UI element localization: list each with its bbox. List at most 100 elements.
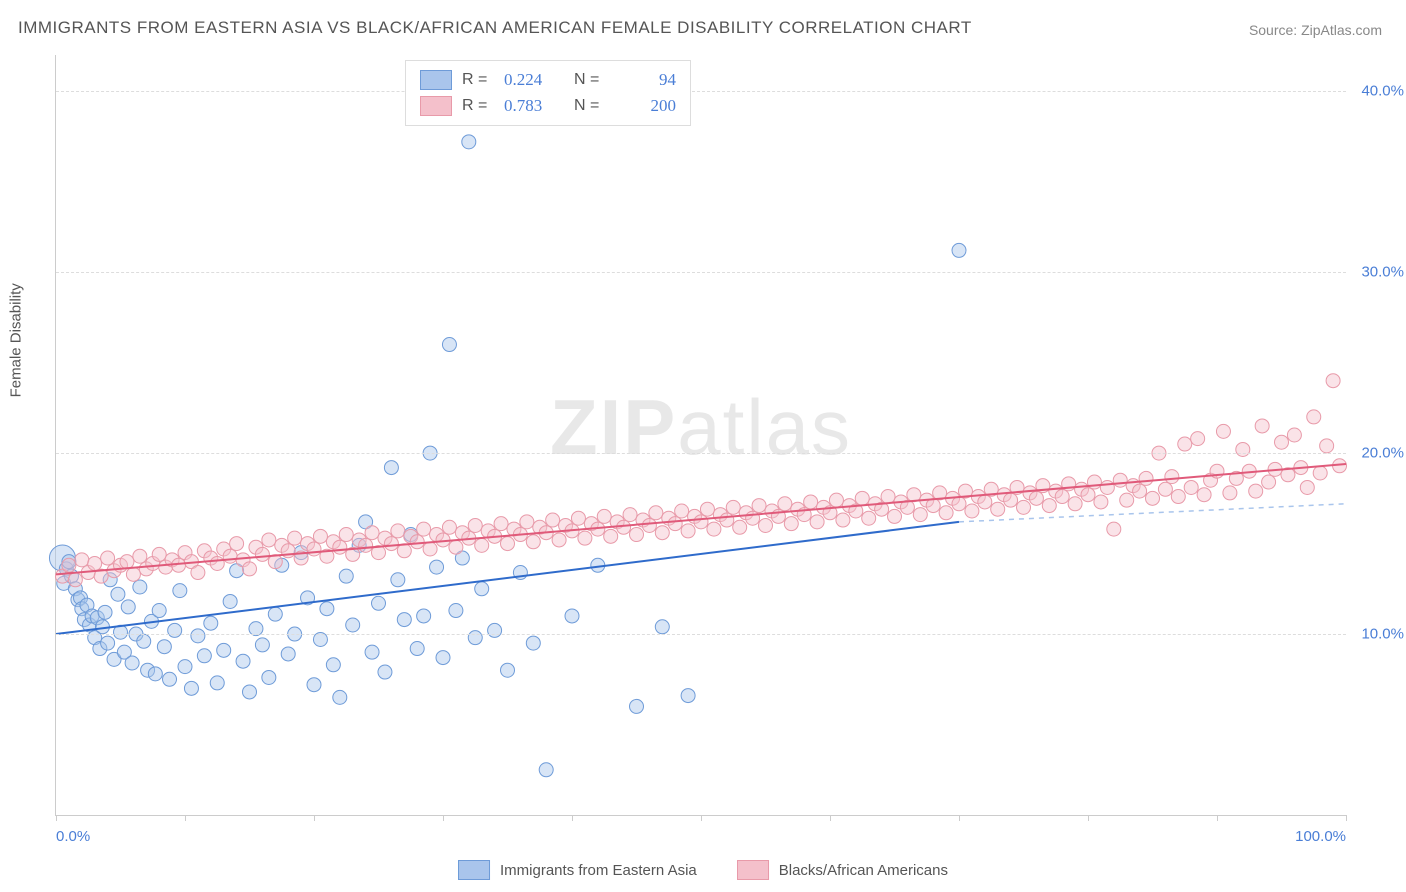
scatter-point: [707, 522, 721, 536]
scatter-point: [1313, 466, 1327, 480]
scatter-point: [855, 491, 869, 505]
scatter-point: [365, 526, 379, 540]
scatter-point: [694, 515, 708, 529]
scatter-point: [804, 495, 818, 509]
scatter-point: [494, 517, 508, 531]
scatter-point: [417, 522, 431, 536]
scatter-point: [230, 537, 244, 551]
scatter-point: [255, 547, 269, 561]
x-tick: [443, 815, 444, 821]
scatter-point: [307, 678, 321, 692]
plot-area: ZIPatlas 10.0%20.0%30.0%40.0%0.0%100.0%: [55, 55, 1346, 816]
scatter-point: [75, 553, 89, 567]
gridline: [56, 453, 1346, 454]
scatter-point: [468, 518, 482, 532]
scatter-point: [184, 681, 198, 695]
scatter-point: [1133, 484, 1147, 498]
scatter-point: [952, 243, 966, 257]
scatter-point: [333, 540, 347, 554]
scatter-point: [121, 600, 135, 614]
x-tick: [1217, 815, 1218, 821]
scatter-point: [1275, 435, 1289, 449]
scatter-point: [1216, 424, 1230, 438]
scatter-point: [410, 642, 424, 656]
scatter-point: [126, 567, 140, 581]
scatter-point: [1326, 374, 1340, 388]
legend-n-value-1: 94: [616, 70, 676, 90]
scatter-point: [1094, 495, 1108, 509]
scatter-point: [778, 497, 792, 511]
scatter-point: [449, 540, 463, 554]
scatter-point: [152, 547, 166, 561]
chart-title: IMMIGRANTS FROM EASTERN ASIA VS BLACK/AF…: [18, 18, 972, 38]
scatter-point: [339, 528, 353, 542]
scatter-point: [597, 509, 611, 523]
scatter-point: [1262, 475, 1276, 489]
scatter-point: [965, 504, 979, 518]
y-tick-label: 10.0%: [1361, 626, 1404, 643]
scatter-point: [810, 515, 824, 529]
scatter-point: [1223, 486, 1237, 500]
scatter-point: [365, 645, 379, 659]
scatter-point: [120, 555, 134, 569]
scatter-point: [1113, 473, 1127, 487]
legend-stats-row-1: R = 0.224 N = 94: [420, 67, 676, 93]
scatter-point: [384, 461, 398, 475]
scatter-point: [726, 500, 740, 514]
scatter-point: [397, 613, 411, 627]
scatter-point: [655, 526, 669, 540]
scatter-point: [475, 538, 489, 552]
scatter-point: [784, 517, 798, 531]
x-tick: [314, 815, 315, 821]
scatter-point: [1068, 497, 1082, 511]
scatter-point: [98, 605, 112, 619]
scatter-point: [157, 640, 171, 654]
scatter-point: [210, 676, 224, 690]
scatter-point: [630, 528, 644, 542]
scatter-point: [88, 556, 102, 570]
scatter-point: [1158, 482, 1172, 496]
scatter-point: [546, 513, 560, 527]
scatter-point: [359, 538, 373, 552]
scatter-point: [881, 490, 895, 504]
x-tick: [959, 815, 960, 821]
scatter-point: [1081, 488, 1095, 502]
scatter-point: [1139, 471, 1153, 485]
x-tick: [572, 815, 573, 821]
scatter-point: [681, 524, 695, 538]
swatch-series-1-bottom: [458, 860, 490, 880]
scatter-point: [501, 663, 515, 677]
scatter-point: [217, 643, 231, 657]
scatter-point: [468, 631, 482, 645]
x-tick-label: 0.0%: [56, 828, 90, 845]
scatter-point: [255, 638, 269, 652]
scatter-point: [133, 580, 147, 594]
scatter-point: [449, 604, 463, 618]
legend-n-value-2: 200: [616, 96, 676, 116]
chart-svg: [56, 55, 1346, 815]
scatter-point: [101, 636, 115, 650]
scatter-point: [307, 542, 321, 556]
scatter-point: [223, 594, 237, 608]
scatter-point: [168, 623, 182, 637]
scatter-point: [391, 524, 405, 538]
scatter-point: [1055, 490, 1069, 504]
scatter-point: [191, 566, 205, 580]
legend-bottom-item-1: Immigrants from Eastern Asia: [458, 860, 697, 880]
scatter-point: [436, 651, 450, 665]
y-axis-label: Female Disability: [8, 283, 25, 397]
scatter-point: [1191, 432, 1205, 446]
scatter-point: [681, 689, 695, 703]
scatter-point: [268, 607, 282, 621]
scatter-point: [430, 560, 444, 574]
y-tick-label: 30.0%: [1361, 264, 1404, 281]
scatter-point: [526, 636, 540, 650]
scatter-point: [1100, 480, 1114, 494]
scatter-point: [1004, 493, 1018, 507]
scatter-point: [346, 618, 360, 632]
scatter-point: [1300, 480, 1314, 494]
scatter-point: [720, 513, 734, 527]
scatter-point: [700, 502, 714, 516]
x-tick: [830, 815, 831, 821]
scatter-point: [1087, 475, 1101, 489]
